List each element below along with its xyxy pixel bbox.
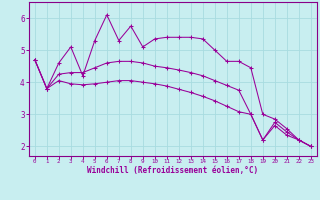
X-axis label: Windchill (Refroidissement éolien,°C): Windchill (Refroidissement éolien,°C) [87,166,258,175]
